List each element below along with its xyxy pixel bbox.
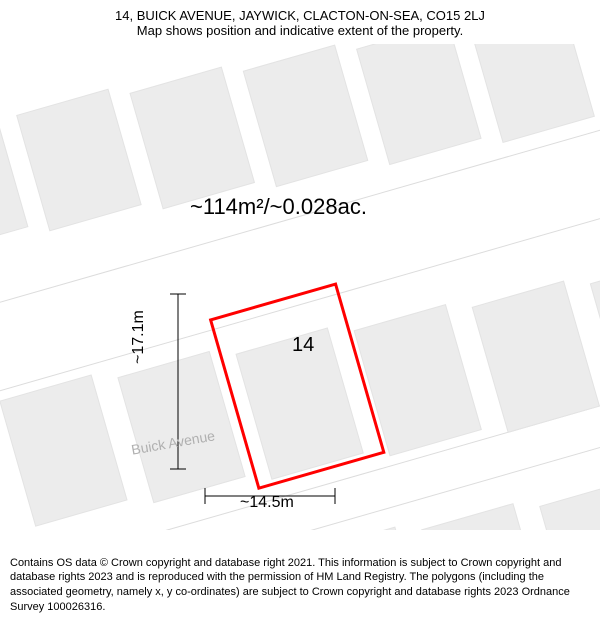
page-title: 14, BUICK AVENUE, JAYWICK, CLACTON-ON-SE… — [10, 8, 590, 23]
width-dimension-label: ~14.5m — [240, 494, 294, 512]
plot-number-label: 14 — [292, 334, 314, 357]
page-subtitle: Map shows position and indicative extent… — [10, 23, 590, 38]
map-area: ~114m²/~0.028ac. ~17.1m ~14.5m 14 Buick … — [0, 44, 600, 530]
header: 14, BUICK AVENUE, JAYWICK, CLACTON-ON-SE… — [0, 0, 600, 42]
map-svg — [0, 44, 600, 530]
area-label: ~114m²/~0.028ac. — [190, 194, 367, 220]
copyright-text: Contains OS data © Crown copyright and d… — [10, 556, 590, 615]
footer: Contains OS data © Crown copyright and d… — [0, 548, 600, 625]
height-dimension-label: ~17.1m — [130, 310, 148, 364]
